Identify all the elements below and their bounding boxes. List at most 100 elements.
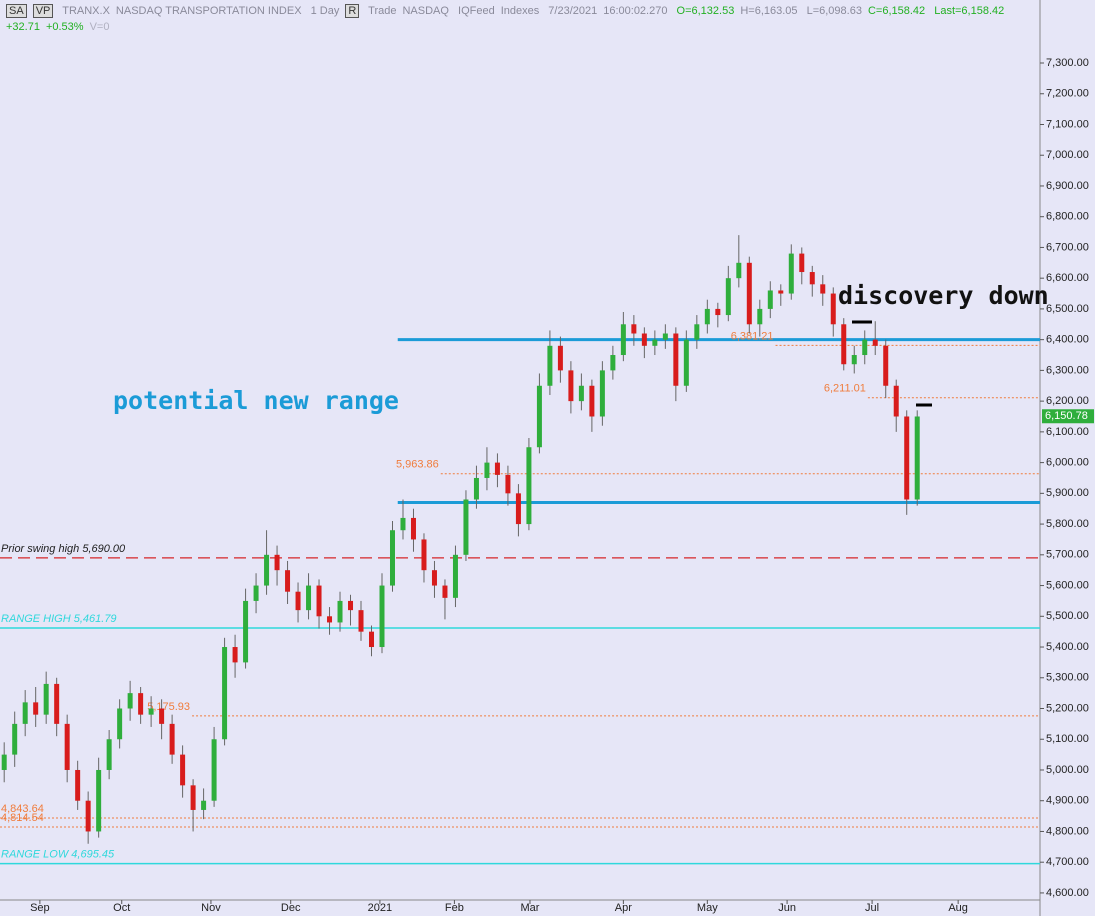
candle-body — [736, 262, 742, 279]
candle-body — [610, 355, 616, 371]
mode: Trade — [368, 5, 397, 17]
candle-body — [243, 600, 249, 663]
candle-body — [704, 308, 710, 325]
candle-body — [515, 493, 521, 525]
volume: V=0 — [89, 21, 110, 33]
level-label: RANGE LOW 4,695.45 — [1, 848, 115, 860]
candle-body — [54, 683, 60, 724]
candle-body — [820, 284, 826, 294]
candle-body — [620, 324, 626, 356]
candle-body — [12, 723, 18, 755]
candle-body — [851, 355, 857, 365]
candle-body — [673, 333, 679, 386]
candle-body — [683, 339, 689, 386]
candle-body — [757, 308, 763, 325]
candle-body — [327, 616, 333, 623]
candle-body — [725, 278, 731, 316]
candle-body — [904, 416, 910, 500]
candle-body — [117, 708, 123, 740]
candle-body — [222, 647, 228, 740]
last-price-label: 6,150.78 — [1045, 410, 1088, 422]
y-tick-label: 6,300.00 — [1046, 364, 1089, 376]
y-tick-label: 5,500.00 — [1046, 610, 1089, 622]
candle-body — [746, 262, 752, 325]
change-pct: +0.53% — [45, 21, 84, 33]
y-tick-label: 6,100.00 — [1046, 426, 1089, 438]
y-tick-label: 4,600.00 — [1046, 887, 1089, 899]
x-tick-label: Feb — [445, 902, 464, 914]
badge[interactable]: SA — [6, 4, 27, 18]
candle-body — [767, 290, 773, 309]
candle-body — [589, 385, 595, 417]
candle-body — [169, 723, 175, 755]
level-label: 6,211.01 — [824, 383, 866, 395]
candle-body — [159, 708, 165, 724]
candle-body — [285, 570, 291, 592]
level-label: 5,175.93 — [147, 701, 190, 713]
y-tick-label: 6,400.00 — [1046, 334, 1089, 346]
candle-body — [578, 385, 584, 402]
candle-body — [841, 324, 847, 365]
candle-body — [316, 585, 322, 617]
candle-body — [473, 477, 479, 500]
candle-body — [914, 416, 920, 500]
x-tick-label: 2021 — [368, 902, 392, 914]
r-button[interactable]: R — [345, 4, 360, 18]
x-tick-label: May — [697, 902, 718, 914]
group: Indexes — [500, 5, 540, 17]
candle-body — [788, 253, 794, 294]
y-tick-label: 6,000.00 — [1046, 457, 1089, 469]
candle-body — [201, 800, 207, 810]
y-tick-label: 7,100.00 — [1046, 118, 1089, 130]
annotation: potential new range — [113, 386, 399, 415]
y-tick-label: 5,800.00 — [1046, 518, 1089, 530]
x-tick-label: Nov — [201, 902, 221, 914]
y-tick-label: 6,700.00 — [1046, 241, 1089, 253]
y-tick-label: 4,800.00 — [1046, 825, 1089, 837]
candle-body — [547, 345, 553, 386]
interval[interactable]: 1 Day — [310, 5, 340, 17]
candle-body — [557, 345, 563, 371]
candle-body — [410, 517, 416, 540]
y-tick-label: 5,400.00 — [1046, 641, 1089, 653]
candle-body — [536, 385, 542, 448]
candle-body — [22, 702, 28, 724]
candle-body — [494, 462, 500, 475]
y-tick-label: 5,300.00 — [1046, 672, 1089, 684]
candle-body — [211, 739, 217, 801]
x-tick-label: Aug — [948, 902, 968, 914]
candle-body — [872, 339, 878, 346]
candle-body — [421, 539, 427, 571]
candle-body — [463, 499, 469, 555]
y-tick-label: 5,600.00 — [1046, 579, 1089, 591]
candle-body — [715, 308, 721, 316]
candle-body — [809, 272, 815, 285]
candle-body — [442, 585, 448, 598]
candle-body — [526, 447, 532, 525]
exchange: NASDAQ — [402, 5, 449, 17]
badge[interactable]: VP — [32, 4, 54, 18]
candle-body — [253, 585, 259, 601]
candle-body — [295, 591, 301, 611]
candle-body — [484, 462, 490, 478]
candle-body — [64, 723, 70, 770]
candle-body — [778, 290, 784, 294]
level-label: 5,963.86 — [396, 459, 439, 471]
candle-body — [389, 530, 395, 586]
y-tick-label: 5,900.00 — [1046, 487, 1089, 499]
y-tick-label: 6,900.00 — [1046, 180, 1089, 192]
candle-body — [337, 600, 343, 623]
y-tick-label: 6,800.00 — [1046, 211, 1089, 223]
candle-body — [431, 570, 437, 586]
x-tick-label: Oct — [113, 902, 130, 914]
y-tick-label: 5,000.00 — [1046, 764, 1089, 776]
y-tick-label: 5,700.00 — [1046, 549, 1089, 561]
x-tick-label: Jul — [865, 902, 879, 914]
candle-body — [505, 474, 511, 494]
candle-body — [652, 339, 658, 346]
candle-body — [264, 554, 270, 586]
x-tick-label: Apr — [615, 902, 632, 914]
candle-body — [190, 785, 196, 810]
level-label: RANGE HIGH 5,461.79 — [1, 613, 117, 625]
